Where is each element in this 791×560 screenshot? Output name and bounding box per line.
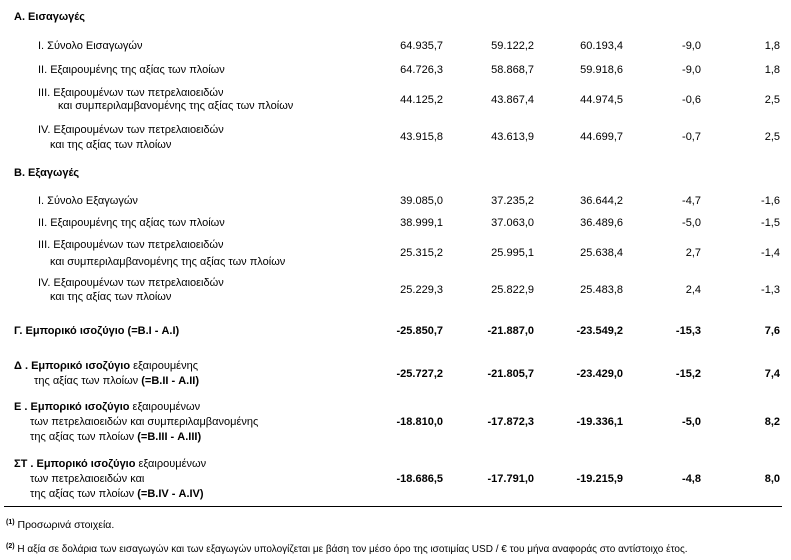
- table-bottom-rule: [4, 506, 782, 507]
- footnote-1: (1) Προσωρινά στοιχεία.: [6, 519, 115, 531]
- exports-section-title: Β. Εξαγωγές: [14, 167, 80, 179]
- footnote-2: (2) Η αξία σε δολάρια των εισαγωγών και …: [6, 543, 688, 555]
- imports-section-title: Α. Εισαγωγές: [14, 11, 85, 23]
